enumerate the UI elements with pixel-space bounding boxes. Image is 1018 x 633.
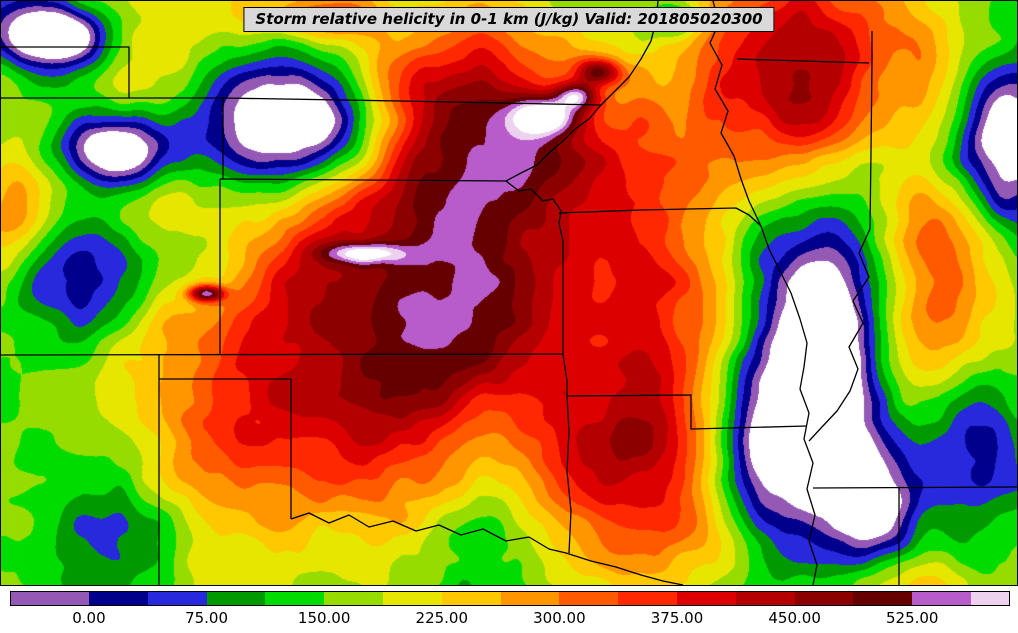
colorbar-tick-label: 375.00 [650,609,704,627]
colorbar-tick-label: 525.00 [885,609,939,627]
colorbar-segment [382,592,442,605]
map-title: Storm relative helicity in 0-1 km (J/kg)… [243,7,775,32]
colorbar-tick-label: 300.00 [533,609,586,627]
colorbar-tick-label: 0.00 [72,609,106,627]
colorbar-segment [500,592,560,605]
colorbar-segment [971,592,1009,605]
colorbar-segment [618,592,677,605]
map-area: Storm relative helicity in 0-1 km (J/kg)… [0,0,1018,586]
colorbar-segment [794,592,854,605]
colorbar-labels: 0.00 75.00 150.00 225.00 300.00 375.00 450.00 5… [0,609,1018,629]
colorbar-segment [88,592,148,605]
colorbar-tick-label: 75.00 [185,609,229,627]
colorbar-segment [735,592,795,605]
colorbar-segment [677,592,736,605]
colorbar-tick-label: 225.00 [415,609,469,627]
colorbar-tick-label: 150.00 [297,609,351,627]
colorbar-segment [853,592,913,605]
helicity-field-canvas [1,1,1017,585]
colorbar-segment [147,592,207,605]
colorbar-segment [206,592,266,605]
colorbar-segment [912,592,972,605]
colorbar-segment [324,592,383,605]
colorbar [10,591,1010,606]
colorbar-tick-label: 450.00 [768,609,821,627]
colorbar-segment [559,592,619,605]
colorbar-segment [441,592,501,605]
colorbar-segment [11,592,89,605]
colorbar-segment [265,592,325,605]
